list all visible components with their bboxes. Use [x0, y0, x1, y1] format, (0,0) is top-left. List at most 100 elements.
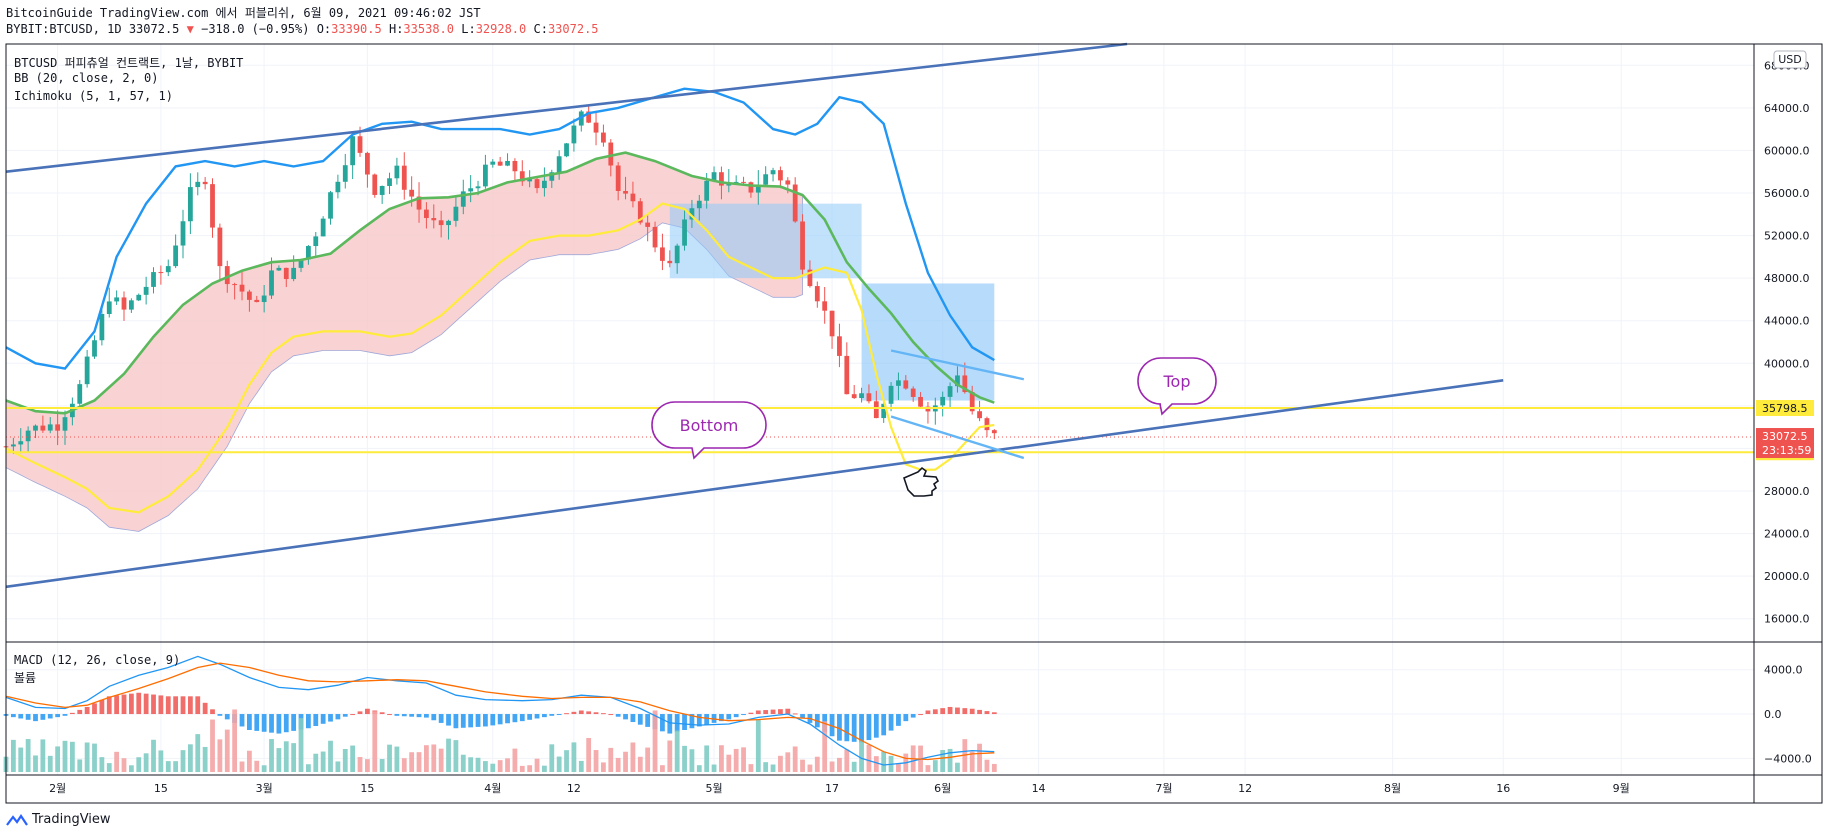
candle-body — [394, 165, 400, 179]
macd-histogram-bar — [578, 710, 584, 715]
candle — [851, 384, 857, 399]
candle-body — [187, 187, 193, 222]
macd-histogram-bar — [770, 709, 776, 715]
macd-histogram-bar — [25, 714, 31, 720]
volume-bar — [25, 739, 31, 772]
macd-histogram-bar — [962, 708, 968, 715]
candle-body — [564, 143, 569, 157]
legend-volume[interactable]: 볼륨 — [14, 671, 37, 685]
macd-histogram-bar — [483, 714, 488, 727]
annotation-top[interactable]: Top — [1137, 357, 1217, 416]
legend-macd[interactable]: MACD (12, 26, close, 9) — [14, 653, 181, 667]
currency-badge[interactable]: USD — [1773, 50, 1807, 69]
drawings[interactable] — [5, 42, 1754, 589]
macd-histogram-bar — [645, 714, 651, 727]
volume-bar — [143, 753, 149, 772]
annotation-bottom[interactable]: Bottom — [651, 401, 767, 460]
legend-bb[interactable]: BB (20, close, 2, 0) — [14, 71, 159, 85]
annotation-top-bubble[interactable] — [1137, 357, 1217, 416]
currency-badge-label[interactable]: USD — [1778, 53, 1802, 66]
candle-body — [128, 300, 134, 310]
candle — [202, 177, 208, 190]
candle — [136, 293, 142, 302]
candle-body — [416, 196, 422, 210]
x-tick-label: 17 — [825, 782, 839, 795]
macd-y-tick-label: −4000.0 — [1764, 752, 1812, 765]
volume-bar — [335, 761, 341, 772]
volume-bar — [556, 756, 562, 772]
candle-body — [918, 396, 923, 407]
candle — [460, 179, 466, 215]
candle-body — [239, 284, 245, 292]
candle-body — [372, 174, 378, 195]
volume-bar — [822, 721, 828, 772]
candle-body — [379, 185, 385, 195]
annotation-top-label[interactable]: Top — [1163, 372, 1191, 391]
volume-bar — [719, 745, 724, 772]
legend-ichimoku[interactable]: Ichimoku (5, 1, 57, 1) — [14, 89, 173, 103]
candle — [564, 142, 569, 158]
footer-brand[interactable]: TradingView — [6, 812, 111, 827]
annotation-bottom-bubble[interactable] — [651, 401, 767, 460]
volume-bar — [726, 754, 732, 772]
candle — [859, 387, 864, 403]
candle-body — [453, 206, 459, 221]
down-arrow-icon: ▼ — [186, 22, 194, 36]
ichimoku-cloud-bullish-early — [669, 203, 862, 279]
macd-histogram-bar — [556, 714, 562, 716]
trendline[interactable] — [5, 42, 1128, 174]
candle — [342, 153, 348, 189]
currency-badge-box[interactable] — [1773, 50, 1807, 69]
macd-histogram-bar — [254, 714, 260, 731]
candle — [210, 178, 215, 238]
axes: 16000.020000.024000.028000.032000.036000… — [49, 50, 1814, 795]
annotation-bottom-label[interactable]: Bottom — [680, 416, 739, 435]
candle-body — [984, 418, 990, 431]
legend-symbol: BTCUSD 퍼피츄얼 컨트랙트, 1날, BYBIT — [14, 56, 244, 70]
volume-bar — [601, 762, 606, 772]
macd-histogram-bar — [151, 694, 156, 715]
macd-histogram-bar — [379, 712, 385, 715]
macd-histogram-bar — [586, 711, 592, 715]
candle-body — [785, 180, 791, 185]
macd-histogram-bar — [217, 714, 223, 716]
volume-bar — [232, 709, 238, 772]
candle-body — [888, 385, 894, 404]
channel-line[interactable] — [890, 415, 1025, 460]
volume-bar — [379, 759, 385, 772]
candle — [667, 250, 673, 268]
candle — [438, 210, 444, 238]
candle — [121, 291, 127, 321]
macd-histogram-bar — [409, 714, 415, 717]
annotations[interactable]: Bottom Top — [651, 357, 1217, 497]
volume-bar — [778, 755, 783, 772]
candle — [328, 190, 333, 225]
macd-histogram-bar — [210, 709, 215, 715]
volume-bar — [955, 762, 960, 772]
volume-bar — [387, 744, 392, 772]
candle-body — [903, 380, 909, 389]
candle — [682, 210, 687, 251]
macd-histogram-bar — [564, 713, 569, 715]
candle — [33, 424, 38, 439]
macd-histogram-bar — [763, 710, 769, 715]
trendline[interactable] — [5, 379, 1504, 589]
volume-bar — [483, 761, 488, 772]
candle — [932, 397, 938, 425]
candle-body — [652, 226, 658, 248]
macd-histogram-bar — [350, 714, 356, 716]
macd-histogram-bar — [785, 708, 791, 715]
volume-bar — [696, 765, 702, 772]
volume-bar — [741, 747, 746, 772]
candle — [40, 415, 46, 433]
macd-histogram-bar — [623, 714, 628, 720]
hline-price-tag — [1756, 400, 1814, 417]
candle — [25, 426, 31, 453]
volume-bar — [608, 747, 614, 772]
macd-histogram-bar — [630, 714, 636, 723]
volume-bar — [637, 756, 643, 772]
channel-line[interactable] — [890, 349, 1025, 381]
volume-bar — [357, 756, 363, 772]
macd-histogram-bar — [873, 714, 879, 738]
